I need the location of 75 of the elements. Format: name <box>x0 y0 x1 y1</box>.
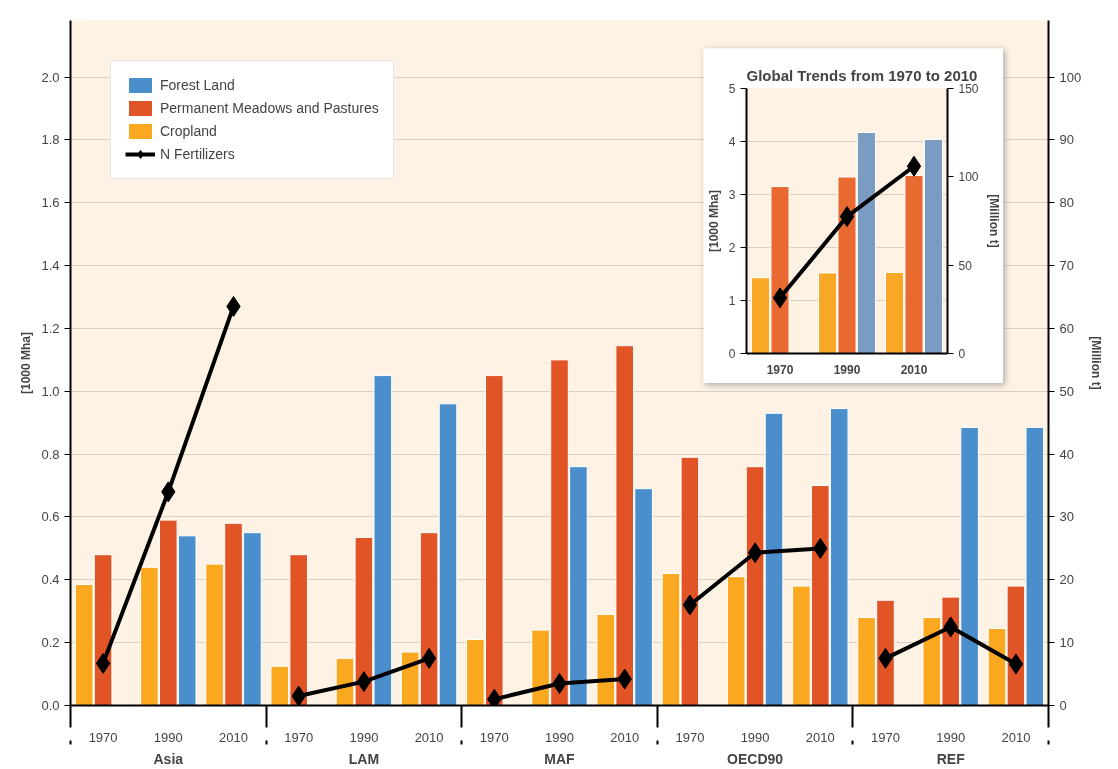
x-tick-label: 1990 <box>833 362 861 377</box>
x-tick-label: 2010 <box>900 362 928 377</box>
x-tick-label: 1970 <box>479 729 509 745</box>
y-tick-label: 5 <box>728 82 736 96</box>
x-tick-label: 2010 <box>414 729 444 745</box>
y2-tick-label: 150 <box>958 82 979 96</box>
y2-tick-label: 50 <box>1059 383 1074 399</box>
x-tick-label: 1990 <box>153 729 183 745</box>
y-tick-label: 1.8 <box>41 132 60 148</box>
y-tick-label: 1.2 <box>41 320 60 336</box>
text: MAF <box>544 750 576 767</box>
x-tick-label: 1990 <box>936 729 966 745</box>
y2-axis-title: [Million t] <box>986 194 1001 248</box>
y2-tick-label: 90 <box>1059 132 1074 148</box>
y-tick-label: 0.6 <box>41 509 60 525</box>
y-tick-label: 1 <box>728 294 736 308</box>
text: Asia <box>153 750 184 767</box>
legend-label: N Fertilizers <box>160 146 235 162</box>
y-axis-title: [1000 Mha] <box>706 189 721 253</box>
y2-axis-title: [Million t] <box>1089 336 1104 390</box>
y-tick-label: 3 <box>728 188 736 202</box>
y-tick-label: 1.6 <box>41 195 60 211</box>
y2-tick-label: 0 <box>958 347 966 361</box>
y2-tick-label: 10 <box>1059 635 1074 651</box>
text: LAM <box>348 750 380 767</box>
y2-tick-label: 30 <box>1059 509 1074 525</box>
x-tick-label: 1970 <box>675 729 705 745</box>
y-tick-label: 2 <box>728 241 736 255</box>
point <box>421 647 437 669</box>
legend-label: Forest Land <box>160 77 235 93</box>
y-axis-title: [1000 Mha] <box>19 331 34 395</box>
y2-tick-label: 50 <box>958 258 973 273</box>
point <box>839 206 855 228</box>
y2-tick-label: 60 <box>1059 320 1074 336</box>
y2-tick-label: 100 <box>958 170 979 185</box>
x-tick-label: 1990 <box>545 729 574 745</box>
x-tick-label: 1970 <box>284 729 314 745</box>
point <box>772 287 788 309</box>
point <box>682 594 698 616</box>
y-tick-label: 4 <box>728 135 736 149</box>
point <box>552 673 567 694</box>
point <box>95 652 111 674</box>
x-tick-label: 2010 <box>1001 729 1031 745</box>
y-tick-label: 1.4 <box>41 258 60 274</box>
y-tick-label: 2.0 <box>41 69 60 85</box>
text: REF <box>936 750 966 767</box>
chart-title: Global Trends from 1970 to 2010 <box>746 66 978 84</box>
y-tick-label: 1.0 <box>41 383 60 399</box>
y-tick-label: 0.8 <box>41 446 60 462</box>
text: OECD90 <box>727 750 784 767</box>
y2-tick-label: 100 <box>1059 69 1082 85</box>
y2-tick-label: 80 <box>1059 195 1074 211</box>
x-tick-label: 2010 <box>610 729 640 745</box>
legend-label: Cropland <box>160 123 217 139</box>
y2-tick-label: 40 <box>1059 446 1074 462</box>
x-tick-label: 2010 <box>805 729 835 745</box>
x-tick-label: 1970 <box>88 729 118 745</box>
x-tick-label: 1970 <box>766 362 794 377</box>
point <box>747 542 763 564</box>
x-tick-label: 1970 <box>871 729 900 745</box>
y-tick-label: 0.2 <box>41 635 60 651</box>
y2-tick-label: 70 <box>1059 258 1074 274</box>
point <box>906 155 922 177</box>
point <box>291 685 306 706</box>
x-tick-label: 1990 <box>740 729 770 745</box>
y-tick-label: 0 <box>728 347 736 361</box>
y-tick-label: 0.0 <box>41 698 60 713</box>
y-tick-label: 0.4 <box>41 572 60 588</box>
x-tick-label: 2010 <box>219 729 248 745</box>
point <box>356 671 372 693</box>
x-tick-label: 1990 <box>349 729 379 745</box>
point <box>1008 653 1024 675</box>
y2-tick-label: 20 <box>1059 572 1074 588</box>
legend-label: Permanent Meadows and Pastures <box>160 100 379 116</box>
y2-tick-label: 0 <box>1059 698 1067 713</box>
